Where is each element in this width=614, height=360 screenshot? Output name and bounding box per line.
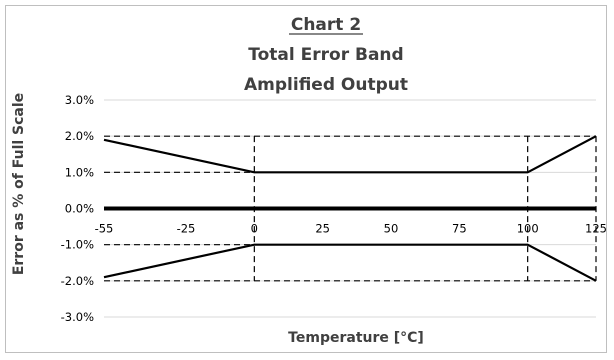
y-tick-label-2: 1.0% — [65, 165, 94, 179]
tick-labels: 3.0% 2.0% 1.0% 0.0% -1.0% -2.0% -3.0% -55 -25 0 25… — [61, 93, 607, 324]
x-tick-label-3: 25 — [315, 222, 330, 236]
x-tick-label-0: -55 — [95, 222, 114, 236]
x-tick-label-6: 100 — [517, 222, 539, 236]
series-layer — [103, 135, 597, 282]
reference-lines — [104, 135, 597, 282]
x-tick-label-7: 125 — [585, 222, 607, 236]
y-tick-label-0: 3.0% — [65, 93, 94, 107]
x-axis-label: Temperature [°C] — [288, 330, 424, 346]
y-tick-label-3: 0.0% — [65, 202, 94, 216]
y-tick-label-5: -2.0% — [61, 274, 94, 288]
x-tick-label-5: 75 — [452, 222, 467, 236]
series-line-1 — [103, 243, 597, 282]
series-line-0 — [103, 135, 597, 174]
y-tick-label-4: -1.0% — [61, 238, 94, 252]
grid-layer — [104, 99, 596, 318]
x-tick-label-4: 50 — [384, 222, 399, 236]
chart-subtitle-1: Total Error Band — [248, 45, 403, 65]
y-axis-label: Error as % of Full Scale — [11, 93, 27, 275]
y-tick-label-6: -3.0% — [61, 310, 94, 324]
x-tick-label-2: 0 — [251, 222, 258, 236]
chart-svg: 3.0% 2.0% 1.0% 0.0% -1.0% -2.0% -3.0% -55 -25 0 25… — [11, 15, 607, 346]
chart-subtitle-2: Amplified Output — [244, 75, 408, 95]
x-tick-label-1: -25 — [177, 222, 196, 236]
y-tick-label-1: 2.0% — [65, 129, 94, 143]
chart-title: Chart 2 — [291, 15, 361, 35]
chart-frame: 3.0% 2.0% 1.0% 0.0% -1.0% -2.0% -3.0% -55 -25 0 25… — [5, 5, 607, 353]
